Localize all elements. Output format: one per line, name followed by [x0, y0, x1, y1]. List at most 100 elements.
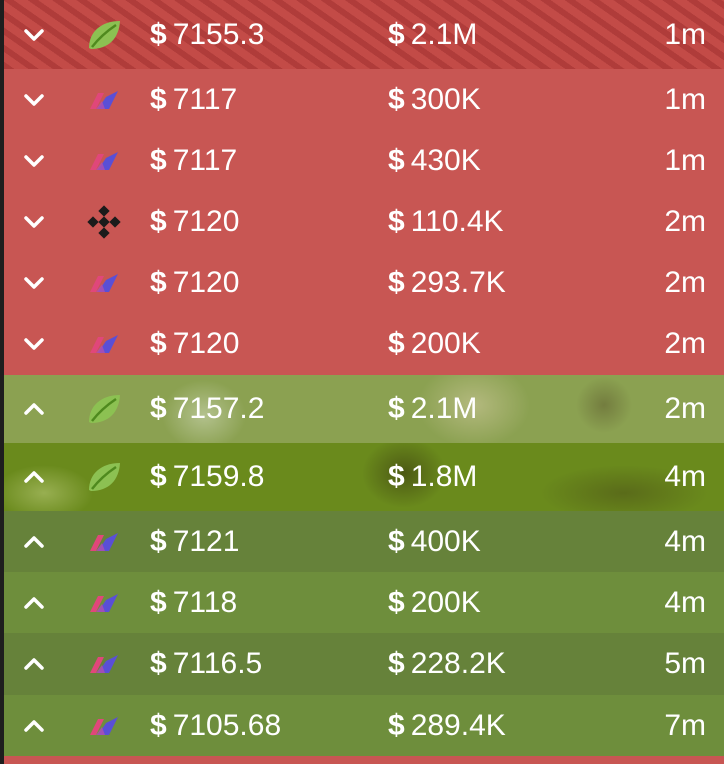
- price-value: 7117: [172, 143, 238, 177]
- amount-value: 289.4K: [410, 708, 506, 742]
- trade-price: $7105.68: [150, 709, 281, 743]
- left-border: [0, 0, 4, 764]
- chevron-up-icon[interactable]: [21, 464, 47, 490]
- chevron-up-icon[interactable]: [21, 590, 47, 616]
- price-value: 7157.2: [172, 392, 265, 425]
- price-value: 7120: [172, 327, 240, 360]
- trade-amount: $2.1M: [388, 392, 477, 426]
- flag-icon: [84, 583, 124, 623]
- amount-value: 228.2K: [410, 647, 506, 680]
- trade-price: $7157.2: [150, 392, 264, 426]
- trade-row-buy[interactable]: $7121 $400K 4m: [4, 511, 724, 572]
- currency-symbol: $: [150, 204, 167, 238]
- trade-price: $7120: [150, 327, 239, 361]
- chevron-down-icon[interactable]: [21, 22, 47, 48]
- trade-amount: $2.1M: [388, 18, 477, 52]
- trade-row-buy[interactable]: $7105.68 $289.4K 7m: [4, 695, 724, 756]
- currency-symbol: $: [150, 327, 167, 360]
- chevron-down-icon[interactable]: [21, 148, 47, 174]
- trade-row-sell[interactable]: $7155.3 $2.1M 1m: [4, 0, 724, 69]
- trade-row-sell[interactable]: $7120 $200K 2m: [4, 313, 724, 375]
- currency-symbol: $: [150, 17, 167, 51]
- trade-row-sell[interactable]: $7120 $110.4K 2m: [4, 191, 724, 252]
- chevron-down-icon[interactable]: [21, 209, 47, 235]
- currency-symbol: $: [388, 265, 405, 299]
- currency-symbol: $: [388, 708, 405, 742]
- trade-row-sell[interactable]: $7120 $293.7K 2m: [4, 252, 724, 313]
- price-value: 7118: [172, 585, 238, 619]
- trade-time: 7m: [664, 708, 706, 742]
- currency-symbol: $: [150, 524, 167, 558]
- currency-symbol: $: [388, 647, 405, 680]
- currency-symbol: $: [388, 143, 405, 177]
- flag-icon: [84, 324, 124, 364]
- price-value: 7120: [172, 265, 240, 299]
- price-value: 7105.68: [172, 708, 282, 742]
- currency-symbol: $: [150, 392, 167, 425]
- trade-time: 1m: [664, 82, 706, 116]
- leaf-icon: [84, 15, 124, 55]
- amount-value: 200K: [410, 585, 481, 619]
- price-value: 7159.8: [172, 460, 265, 493]
- price-value: 7121: [172, 524, 240, 558]
- currency-symbol: $: [388, 82, 405, 116]
- amount-value: 430K: [410, 143, 481, 177]
- currency-symbol: $: [388, 204, 405, 238]
- trade-row-sell[interactable]: $7117 $300K 1m: [4, 69, 724, 130]
- amount-value: 300K: [410, 82, 481, 116]
- currency-symbol: $: [150, 708, 167, 742]
- trade-time: 1m: [664, 143, 706, 177]
- price-value: 7155.3: [172, 17, 265, 51]
- trade-time: 2m: [664, 327, 706, 360]
- chevron-up-icon[interactable]: [21, 713, 47, 739]
- trade-row-sell[interactable]: $7117 $430K 1m: [4, 130, 724, 191]
- currency-symbol: $: [388, 392, 405, 425]
- currency-symbol: $: [150, 143, 167, 177]
- trade-row-buy[interactable]: $7118 $200K 4m: [4, 572, 724, 633]
- flag-icon: [84, 263, 124, 303]
- amount-value: 400K: [410, 524, 481, 558]
- amount-value: 293.7K: [410, 265, 506, 299]
- leaf-icon: [84, 457, 124, 497]
- trade-price: $7120: [150, 205, 239, 239]
- flag-icon: [84, 141, 124, 181]
- chevron-up-icon[interactable]: [21, 396, 47, 422]
- trade-price: $7117: [150, 144, 237, 178]
- chevron-up-icon[interactable]: [21, 529, 47, 555]
- amount-value: 2.1M: [410, 392, 478, 425]
- trade-amount: $300K: [388, 83, 481, 117]
- flag-icon: [84, 522, 124, 562]
- chevron-down-icon[interactable]: [21, 87, 47, 113]
- trade-time: 2m: [664, 392, 706, 425]
- trade-row-buy[interactable]: $7157.2 $2.1M 2m: [4, 375, 724, 443]
- chevron-down-icon[interactable]: [21, 270, 47, 296]
- next-row-edge: [4, 756, 724, 764]
- amount-value: 2.1M: [410, 17, 478, 51]
- trade-amount: $200K: [388, 586, 481, 620]
- flag-icon: [84, 644, 124, 684]
- trade-amount: $400K: [388, 525, 481, 559]
- price-value: 7117: [172, 82, 238, 116]
- price-value: 7120: [172, 204, 240, 238]
- currency-symbol: $: [150, 585, 167, 619]
- trade-amount: $289.4K: [388, 709, 506, 743]
- price-value: 7116.5: [172, 647, 263, 680]
- trade-time: 4m: [664, 585, 706, 619]
- trade-price: $7117: [150, 83, 237, 117]
- trade-price: $7118: [150, 586, 237, 620]
- currency-symbol: $: [388, 524, 405, 558]
- trade-amount: $228.2K: [388, 647, 506, 681]
- trade-row-buy[interactable]: $7116.5 $228.2K 5m: [4, 633, 724, 695]
- flag-icon: [84, 80, 124, 120]
- trade-amount: $1.8M: [388, 460, 477, 494]
- chevron-up-icon[interactable]: [21, 651, 47, 677]
- trade-amount: $110.4K: [388, 205, 504, 239]
- trade-time: 1m: [664, 17, 706, 51]
- trade-time: 2m: [664, 265, 706, 299]
- trade-row-buy[interactable]: $7159.8 $1.8M 4m: [4, 443, 724, 511]
- chevron-down-icon[interactable]: [21, 331, 47, 357]
- currency-symbol: $: [388, 585, 405, 619]
- diamond-icon: [84, 202, 124, 242]
- trade-time: 2m: [664, 204, 706, 238]
